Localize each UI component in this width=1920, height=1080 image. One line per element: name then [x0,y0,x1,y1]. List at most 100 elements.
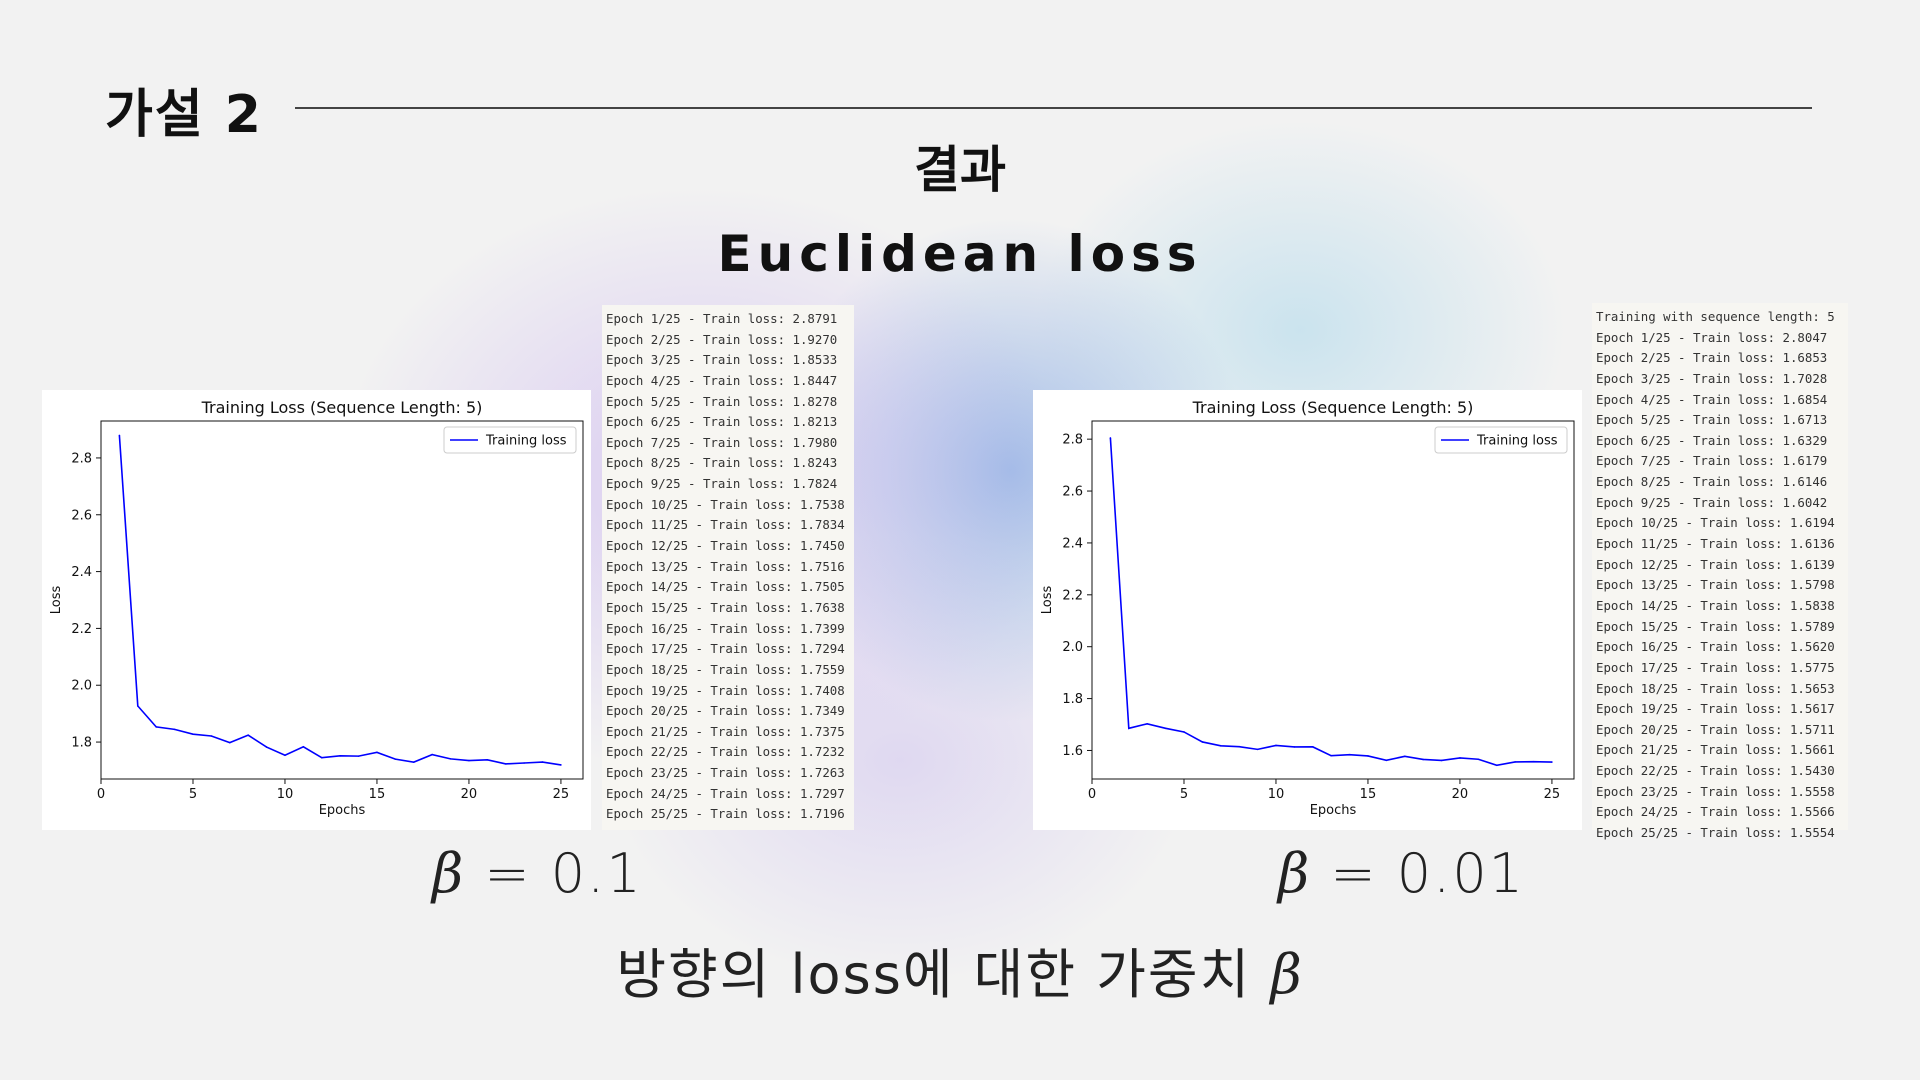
log-line: Epoch 19/25 - Train loss: 1.5617 [1596,701,1835,717]
log-line: Epoch 23/25 - Train loss: 1.5558 [1596,783,1835,799]
data-point [412,761,415,763]
x-tick-label: 25 [553,787,570,802]
x-tick-label: 5 [189,787,197,802]
data-point [1459,757,1461,759]
log-line: Epoch 6/25 - Train loss: 1.6329 [1596,432,1828,448]
log-line: Epoch 13/25 - Train loss: 1.7516 [606,558,845,574]
loss-name-heading: Euclidean loss [717,225,1203,283]
data-point [1495,764,1498,767]
y-tick-label: 2.2 [71,622,92,637]
log-line: Epoch 21/25 - Train loss: 1.7375 [606,723,845,739]
log-line: Epoch 2/25 - Train loss: 1.6853 [1596,350,1828,366]
data-point [1293,746,1296,748]
results-heading: 결과 [914,141,1006,199]
log-line: Epoch 14/25 - Train loss: 1.7505 [606,579,845,595]
log-line: Epoch 22/25 - Train loss: 1.5430 [1596,763,1835,779]
legend: Training loss [1434,426,1568,454]
data-point [265,746,268,748]
loss-chart-beta-0-01: Training Loss (Sequence Length: 5) 0 5 10 15… [1040,398,1575,818]
log-line: Epoch 23/25 - Train loss: 1.7263 [606,765,845,781]
beta-label-right: β = 0.01 [1278,842,1525,905]
data-point [1330,754,1332,757]
chart-panel-beta-0-01: Training Loss (Sequence Length: 5) 0 5 10 15… [1033,390,1582,830]
data-point [1532,760,1535,763]
log-line: Epoch 12/25 - Train loss: 1.7450 [606,538,845,554]
x-tick-label: 0 [97,787,105,802]
data-point [486,759,489,761]
log-line: Epoch 19/25 - Train loss: 1.7408 [606,682,845,698]
data-point [357,755,360,757]
log-line: Epoch 12/25 - Train loss: 1.6139 [1596,556,1835,572]
data-point [1219,745,1222,747]
data-point [1201,741,1204,743]
loss-chart-beta-0-1: Training Loss (Sequence Length: 5) 0 5 10 15… [49,398,584,818]
data-point [1385,759,1388,762]
beta-value: = 0.1 [484,842,643,905]
y-axis-label: Loss [49,586,64,615]
x-tick-label: 15 [1360,787,1377,802]
y-tick-label: 2.4 [1062,536,1083,551]
x-tick-label: 10 [277,787,294,802]
y-tick-label: 2.8 [1062,433,1083,448]
log-line: Epoch 2/25 - Train loss: 1.9270 [606,331,838,347]
data-point [1551,761,1553,763]
log-line: Epoch 4/25 - Train loss: 1.6854 [1596,391,1828,407]
log-line: Epoch 16/25 - Train loss: 1.5620 [1596,639,1835,655]
log-line: Epoch 11/25 - Train loss: 1.6136 [1596,536,1835,552]
x-axis-label: Epochs [319,803,366,818]
caption-beta-symbol: β [1270,943,1304,1006]
y-tick-label: 2.4 [71,565,92,580]
log-line: Epoch 6/25 - Train loss: 1.8213 [606,414,838,430]
log-line: Epoch 13/25 - Train loss: 1.5798 [1596,577,1835,593]
caption: 방향의 loss에 대한 가중치 β [0,930,1920,1009]
log-line: Epoch 7/25 - Train loss: 1.6179 [1596,453,1828,469]
data-point [1440,759,1443,762]
log-line: Epoch 9/25 - Train loss: 1.7824 [606,476,838,492]
data-point [1367,755,1369,757]
x-tick-label: 20 [461,787,478,802]
log-line: Epoch 1/25 - Train loss: 2.8047 [1596,329,1828,345]
log-line: Epoch 10/25 - Train loss: 1.7538 [606,496,845,512]
log-line: Epoch 24/25 - Train loss: 1.5566 [1596,804,1835,820]
data-point [1256,748,1259,751]
log-line: Epoch 7/25 - Train loss: 1.7980 [606,434,838,450]
data-point [1146,722,1148,725]
log-line: Epoch 1/25 - Train loss: 2.8791 [606,311,838,326]
y-tick-label: 2.6 [71,508,92,523]
log-line: Epoch 14/25 - Train loss: 1.5838 [1596,597,1835,613]
data-point [1311,746,1314,748]
x-tick-label: 5 [1180,787,1188,802]
data-point [1127,727,1130,730]
data-point [339,755,341,757]
caption-text: 방향의 loss에 대한 가중치 [616,943,1252,1006]
training-loss-line [118,435,562,766]
log-line: Epoch 20/25 - Train loss: 1.7349 [606,703,845,719]
y-tick-label: 1.8 [71,736,92,751]
log-line: Epoch 20/25 - Train loss: 1.5711 [1596,721,1835,737]
data-point [560,764,562,766]
title-divider [295,107,1812,109]
log-line: Epoch 11/25 - Train loss: 1.7834 [606,517,845,533]
data-point [431,753,433,756]
x-tick-label: 0 [1088,787,1096,802]
log-line: Epoch 15/25 - Train loss: 1.5789 [1596,618,1835,634]
data-point [449,758,452,760]
plot-frame [1091,420,1575,780]
data-point [302,745,305,748]
y-tick-label: 2.6 [1062,485,1083,500]
legend-label: Training loss [1476,434,1558,449]
data-point [376,751,378,754]
beta-symbol: β [432,842,466,905]
legend: Training loss [443,426,577,454]
plot-frame [100,420,584,780]
data-point [394,758,397,760]
x-tick-label: 25 [1544,787,1561,802]
data-point [173,728,176,731]
log-line: Epoch 18/25 - Train loss: 1.5653 [1596,680,1835,696]
x-tick-label: 15 [369,787,386,802]
y-tick-label: 2.2 [1062,588,1083,603]
data-point [192,733,194,735]
beta-symbol: β [1278,842,1312,905]
y-axis-label: Loss [1040,586,1055,615]
legend-label: Training loss [485,434,567,449]
